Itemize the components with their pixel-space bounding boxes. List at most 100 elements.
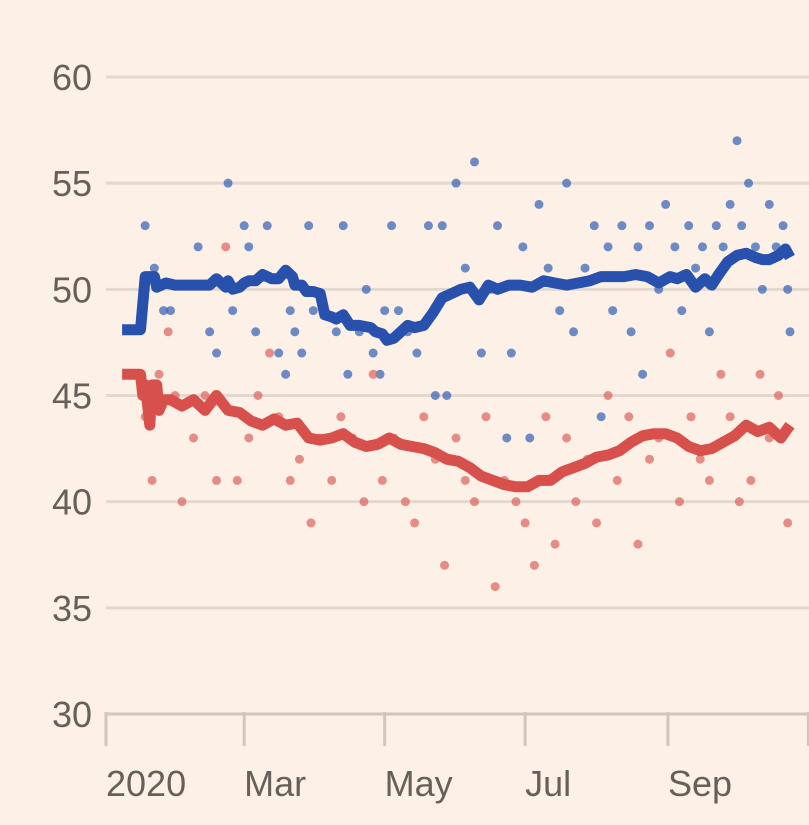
blue-polls-dot xyxy=(589,221,599,231)
red-polls-dot xyxy=(481,412,491,422)
blue-polls-dot xyxy=(785,327,795,337)
red-polls-dot xyxy=(253,391,263,400)
red-polls-dot xyxy=(603,391,613,400)
red-polls-dot xyxy=(147,475,157,485)
blue-polls-dot xyxy=(274,348,284,358)
blue-polls-dot xyxy=(239,221,249,231)
blue-polls-dot xyxy=(684,221,694,231)
blue-polls-dot xyxy=(764,199,774,209)
blue-polls-dot xyxy=(165,306,175,316)
blue-polls-dot xyxy=(750,242,760,252)
red-polls-dot xyxy=(541,412,551,422)
red-polls-dot xyxy=(460,475,470,485)
blue-polls-dot xyxy=(603,242,613,252)
red-polls-dot xyxy=(704,475,714,485)
y-tick-label: 60 xyxy=(52,57,92,98)
blue-polls-dot xyxy=(608,306,618,316)
red-polls-dot xyxy=(550,539,560,549)
blue-polls-dot xyxy=(493,221,503,231)
red-polls-dot xyxy=(400,497,410,507)
y-tick-label: 55 xyxy=(52,163,92,204)
blue-polls-dot xyxy=(518,242,528,252)
red-polls-dot xyxy=(359,497,369,507)
red-polls-dot xyxy=(645,454,655,464)
red-polls-dot xyxy=(529,560,539,570)
red-polls-dot xyxy=(221,242,231,252)
blue-polls-dot xyxy=(297,348,307,358)
blue-polls-dot xyxy=(617,221,627,231)
blue-polls-dot xyxy=(534,199,544,209)
red-polls-dot xyxy=(419,412,429,422)
red-polls-dot xyxy=(674,497,684,507)
blue-polls-dot xyxy=(543,263,553,273)
red-polls-dot xyxy=(285,475,295,485)
blue-polls-dot xyxy=(437,221,447,231)
blue-polls-dot xyxy=(442,391,452,400)
blue-polls-dot xyxy=(661,199,671,209)
red-polls-dot xyxy=(410,518,420,528)
blue-polls-dot xyxy=(645,221,655,231)
red-polls-dot xyxy=(624,412,634,422)
blue-polls-dot xyxy=(430,391,440,400)
red-polls-dot xyxy=(163,327,173,337)
red-polls-dot xyxy=(212,475,222,485)
gridlines xyxy=(106,75,809,610)
blue-polls-dot xyxy=(290,327,300,337)
red-polls-dot xyxy=(725,412,735,422)
blue-polls-dot xyxy=(338,221,348,231)
red-polls-dot xyxy=(451,433,461,443)
blue-polls-dot xyxy=(697,242,707,252)
blue-polls-dot xyxy=(783,284,793,294)
blue-polls-dot xyxy=(506,348,516,358)
blue-polls-dot xyxy=(281,369,291,379)
red-polls-dot xyxy=(562,433,572,443)
x-tick-label: Sep xyxy=(668,763,732,804)
y-tick-label: 45 xyxy=(52,376,92,417)
blue-polls-dot xyxy=(262,221,272,231)
blue-polls-dot xyxy=(670,242,680,252)
x-tick-label: May xyxy=(385,763,453,804)
red-polls-dot xyxy=(511,497,521,507)
blue-polls-dot xyxy=(393,306,403,316)
blue-polls-dot xyxy=(580,263,590,273)
x-axis: 2020MarMayJulSepN xyxy=(104,712,809,804)
blue-polls-dot xyxy=(380,306,390,316)
red-polls-dot xyxy=(592,518,602,528)
blue-polls-dot xyxy=(451,178,461,188)
blue-polls-dot xyxy=(375,369,385,379)
red-polls-dot xyxy=(612,475,622,485)
blue-polls-dot xyxy=(460,263,470,273)
red-polls-dot xyxy=(154,369,164,379)
blue-trend-line xyxy=(122,243,795,346)
red-polls-dot xyxy=(755,369,765,379)
red-polls-dot xyxy=(716,369,726,379)
blue-polls-dot xyxy=(304,221,314,231)
red-polls-dot xyxy=(490,582,500,592)
red-polls-dot xyxy=(377,475,387,485)
blue-polls-dot xyxy=(308,306,318,316)
red-polls-dot xyxy=(665,348,675,358)
blue-polls-dot xyxy=(476,348,486,358)
blue-polls-dot xyxy=(361,284,371,294)
red-polls-dot xyxy=(571,497,581,507)
y-tick-label: 35 xyxy=(52,588,92,629)
red-polls-dot xyxy=(336,412,346,422)
red-polls-dot xyxy=(232,475,242,485)
blue-polls-dot xyxy=(159,306,169,316)
blue-polls-dot xyxy=(387,221,397,231)
blue-polls-dot xyxy=(193,242,203,252)
blue-polls-dot xyxy=(285,306,295,316)
red-polls-dot xyxy=(773,391,783,400)
x-tick-label: Mar xyxy=(244,763,306,804)
blue-polls-dot xyxy=(251,327,261,337)
y-axis: 60 55 50 45 40 35 30 xyxy=(52,57,92,735)
blue-polls-dot xyxy=(711,221,721,231)
red-polls-dot xyxy=(746,475,756,485)
blue-polls-dot xyxy=(244,242,254,252)
blue-polls-dot xyxy=(205,327,215,337)
red-trend-line xyxy=(122,368,795,493)
blue-polls-dot xyxy=(732,136,742,146)
blue-polls-dot xyxy=(638,369,648,379)
red-polls-dot xyxy=(265,348,275,358)
trend-lines xyxy=(122,243,795,493)
